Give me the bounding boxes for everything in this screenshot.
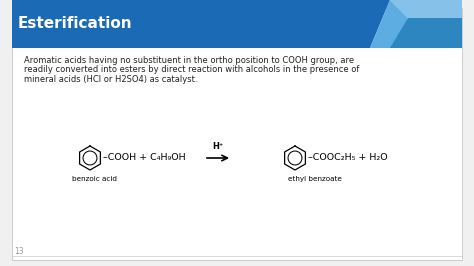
Text: –COOH + C₄H₉OH: –COOH + C₄H₉OH bbox=[103, 152, 186, 161]
Text: Aromatic acids having no substituent in the ortho position to COOH group, are: Aromatic acids having no substituent in … bbox=[24, 56, 354, 65]
Text: ethyl benzoate: ethyl benzoate bbox=[288, 176, 342, 182]
Text: Esterification: Esterification bbox=[18, 16, 133, 31]
Text: mineral acids (HCl or H2SO4) as catalyst.: mineral acids (HCl or H2SO4) as catalyst… bbox=[24, 75, 198, 84]
FancyBboxPatch shape bbox=[12, 8, 462, 260]
Text: readily converted into esters by direct reaction with alcohols in the presence o: readily converted into esters by direct … bbox=[24, 65, 359, 74]
Text: –COOC₂H₅ + H₂O: –COOC₂H₅ + H₂O bbox=[308, 152, 388, 161]
Text: H⁺: H⁺ bbox=[212, 142, 224, 151]
Polygon shape bbox=[370, 18, 462, 48]
Text: 13: 13 bbox=[14, 247, 24, 256]
Polygon shape bbox=[390, 0, 462, 18]
Polygon shape bbox=[12, 0, 390, 48]
Polygon shape bbox=[370, 0, 408, 48]
Text: benzoic acid: benzoic acid bbox=[73, 176, 118, 182]
